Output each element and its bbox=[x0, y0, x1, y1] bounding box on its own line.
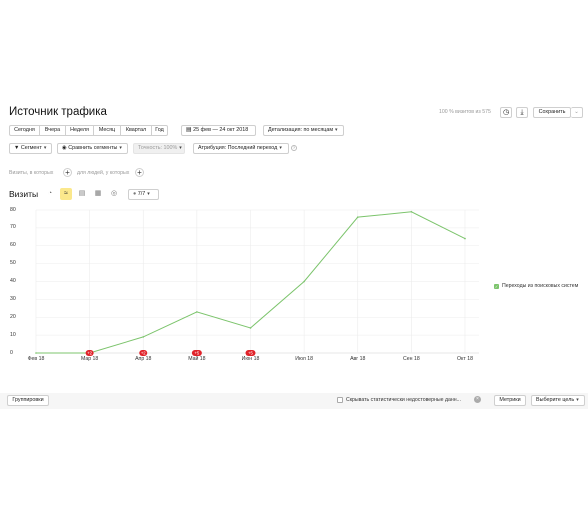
add-visits-condition-button[interactable]: + bbox=[63, 168, 72, 177]
add-people-condition-button[interactable]: + bbox=[135, 168, 144, 177]
annotation-label: +2 bbox=[87, 351, 92, 356]
y-tick-label: 10 bbox=[10, 331, 16, 338]
series-line[interactable] bbox=[36, 211, 466, 354]
chart-legend[interactable]: ✓ Переходы из поисковых систем bbox=[494, 283, 578, 289]
period-button[interactable]: Вчера bbox=[40, 125, 66, 136]
x-tick-label: Июн 18 bbox=[241, 356, 260, 362]
page-title: Источник трафика bbox=[9, 106, 107, 118]
hide-unreliable-label: Скрывать статистически недостоверные дан… bbox=[346, 397, 461, 403]
period-button[interactable]: Год bbox=[152, 125, 168, 136]
data-point[interactable] bbox=[410, 210, 413, 213]
date-range-label: 25 фев — 24 окт 2018 bbox=[193, 127, 249, 133]
chevron-down-icon: ⌄ bbox=[574, 109, 579, 115]
save-dropdown-button[interactable]: ⌄ bbox=[571, 107, 583, 118]
data-point[interactable] bbox=[196, 311, 198, 313]
visits-share: 100 % визитов из 575 bbox=[439, 109, 491, 115]
annotation-label: +2 bbox=[141, 351, 146, 356]
calendar-button[interactable]: ◷ bbox=[500, 107, 512, 118]
download-button[interactable]: ⤓ bbox=[516, 107, 528, 118]
y-tick-label: 80 bbox=[10, 206, 16, 213]
compare-label: Сравнить сегменты bbox=[68, 145, 118, 151]
save-button[interactable]: Сохранить bbox=[533, 107, 571, 118]
legend-series-label: Переходы из поисковых систем bbox=[502, 283, 579, 289]
goal-label: Выберите цель bbox=[536, 397, 575, 403]
segment-button[interactable]: ▼ Сегмент ▾ bbox=[9, 143, 52, 154]
hide-unreliable-checkbox[interactable] bbox=[337, 397, 343, 403]
y-tick-label: 50 bbox=[10, 260, 16, 267]
footer-bar bbox=[0, 393, 588, 409]
y-tick-label: 0 bbox=[10, 349, 13, 356]
y-tick-label: 20 bbox=[10, 313, 16, 320]
y-tick-label: 30 bbox=[10, 295, 16, 302]
pie-chart-icon[interactable]: ◔ bbox=[47, 190, 53, 197]
accuracy-select[interactable]: Точность: 100% ▾ bbox=[133, 143, 185, 154]
compare-icon: ◉ bbox=[62, 145, 67, 151]
data-point[interactable] bbox=[88, 352, 91, 354]
x-tick-label: Апр 18 bbox=[135, 356, 152, 362]
calendar-icon: ▤ bbox=[186, 127, 192, 133]
chevron-down-icon: ▾ bbox=[576, 397, 579, 403]
period-button[interactable]: Неделя bbox=[66, 125, 94, 136]
map-pin-icon[interactable]: ◎ bbox=[110, 190, 118, 197]
data-point[interactable] bbox=[35, 352, 37, 354]
chevron-down-icon: ▾ bbox=[335, 127, 338, 133]
series-selector[interactable]: ● 7/7 ▾ bbox=[128, 189, 159, 200]
visits-condition-label: Визиты, в которых bbox=[9, 170, 54, 176]
filter-icon: ▼ bbox=[14, 145, 20, 151]
period-button[interactable]: Сегодня bbox=[9, 125, 40, 136]
annotation-label: +5 bbox=[248, 351, 253, 356]
chevron-down-icon: ▾ bbox=[147, 191, 150, 197]
clock-icon: ◷ bbox=[502, 109, 510, 116]
attribution-label: Атрибуция: Последний переход bbox=[198, 145, 278, 151]
bar-chart-icon[interactable]: ▦ bbox=[94, 190, 102, 197]
x-tick-label: Май 18 bbox=[188, 356, 206, 362]
y-tick-label: 70 bbox=[10, 224, 16, 231]
download-icon: ⤓ bbox=[520, 109, 524, 116]
x-tick-label: Сен 18 bbox=[403, 356, 420, 362]
help-icon[interactable]: ? bbox=[291, 145, 297, 151]
period-button[interactable]: Месяц bbox=[94, 125, 121, 136]
chart-metric-title: Визиты bbox=[9, 189, 39, 199]
segment-label: Сегмент bbox=[20, 145, 42, 151]
x-tick-label: Мар 18 bbox=[80, 356, 99, 362]
chevron-down-icon: ▾ bbox=[279, 145, 282, 151]
x-tick-label: Фев 18 bbox=[27, 356, 45, 362]
data-point[interactable] bbox=[142, 336, 145, 338]
data-point[interactable] bbox=[464, 237, 466, 240]
y-tick-label: 40 bbox=[10, 278, 16, 284]
data-point[interactable] bbox=[356, 216, 359, 218]
attribution-select[interactable]: Атрибуция: Последний переход ▾ bbox=[193, 143, 289, 154]
info-icon[interactable]: × bbox=[474, 396, 481, 403]
x-tick-label: Окт 18 bbox=[457, 356, 473, 362]
groupings-button[interactable]: Группировки bbox=[7, 395, 49, 406]
x-tick-label: Июл 18 bbox=[295, 356, 313, 362]
compare-segments-button[interactable]: ◉ Сравнить сегменты ▾ bbox=[57, 143, 128, 154]
period-button[interactable]: Квартал bbox=[121, 125, 152, 136]
accuracy-label: Точность: 100% bbox=[138, 145, 178, 151]
data-point[interactable] bbox=[303, 280, 305, 283]
chevron-down-icon: ▾ bbox=[43, 145, 47, 151]
detail-label: Детализация: по месяцам bbox=[268, 127, 334, 133]
series-icon: ● bbox=[133, 191, 137, 197]
line-chart-icon[interactable]: ≈ bbox=[60, 188, 72, 200]
metrics-button[interactable]: Метрики bbox=[494, 395, 526, 406]
annotation-label: +5 bbox=[194, 351, 199, 356]
date-range-button[interactable]: ▤ 25 фев — 24 окт 2018 bbox=[181, 125, 256, 136]
y-tick-label: 60 bbox=[10, 242, 16, 249]
goal-select[interactable]: Выберите цель ▾ bbox=[531, 395, 585, 406]
chevron-down-icon: ▾ bbox=[179, 145, 182, 151]
x-tick-label: Авг 18 bbox=[350, 356, 366, 362]
stacked-chart-icon[interactable]: ▤ bbox=[78, 190, 86, 197]
data-point[interactable] bbox=[249, 327, 252, 329]
people-condition-label: для людей, у которых bbox=[77, 170, 130, 176]
legend-checkbox-icon[interactable]: ✓ bbox=[494, 284, 499, 289]
chevron-down-icon: ▾ bbox=[119, 145, 122, 151]
series-count: 7/7 bbox=[137, 191, 146, 197]
detail-select[interactable]: Детализация: по месяцам ▾ bbox=[263, 125, 344, 136]
